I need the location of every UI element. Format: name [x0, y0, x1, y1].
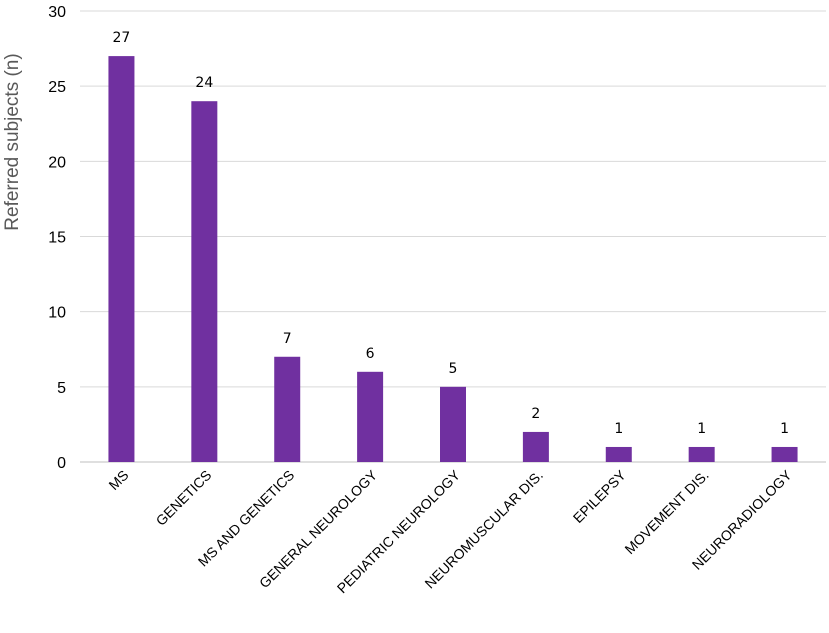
data-label: 1: [697, 421, 706, 437]
data-label: 5: [449, 361, 458, 377]
x-category-label: GENETICS: [153, 467, 215, 529]
y-tick-label-10: 10: [48, 305, 66, 322]
bar-movement-dis: [688, 446, 715, 462]
bar-pediatric-neurology: [440, 386, 466, 462]
data-label: 1: [780, 421, 789, 437]
bar-ms: [108, 56, 135, 462]
data-label: 27: [113, 30, 131, 46]
y-tick-label-25: 25: [48, 79, 66, 96]
bar-ms-and-genetics: [274, 356, 301, 462]
y-tick-label-15: 15: [48, 230, 66, 247]
data-label: 6: [366, 346, 375, 362]
y-tick-label-5: 5: [57, 380, 66, 397]
bars: [108, 56, 798, 462]
y-axis-ticks: 0 5 10 15 20 25 30: [48, 4, 66, 472]
bar-general-neurology: [357, 371, 384, 462]
bar-neuroradiology: [771, 446, 798, 462]
data-labels: 27 24 7 6 5 2 1 1 1: [113, 30, 789, 437]
x-category-label: EPILEPSY: [570, 466, 630, 526]
y-tick-label-20: 20: [48, 154, 66, 171]
data-label: 24: [195, 75, 213, 91]
bar-genetics: [191, 101, 218, 462]
bar-neuromuscular-dis: [522, 431, 549, 462]
x-category-label: MOVEMENT DIS.: [621, 467, 711, 557]
data-label: 1: [614, 421, 623, 437]
x-category-label: MS: [105, 467, 131, 493]
bar-epilepsy: [605, 446, 632, 462]
data-label: 2: [531, 406, 540, 422]
y-axis-title: Referred subjects (n): [2, 53, 23, 230]
data-label: 7: [283, 331, 292, 347]
y-tick-label-0: 0: [57, 455, 66, 472]
y-tick-label-30: 30: [48, 4, 66, 21]
